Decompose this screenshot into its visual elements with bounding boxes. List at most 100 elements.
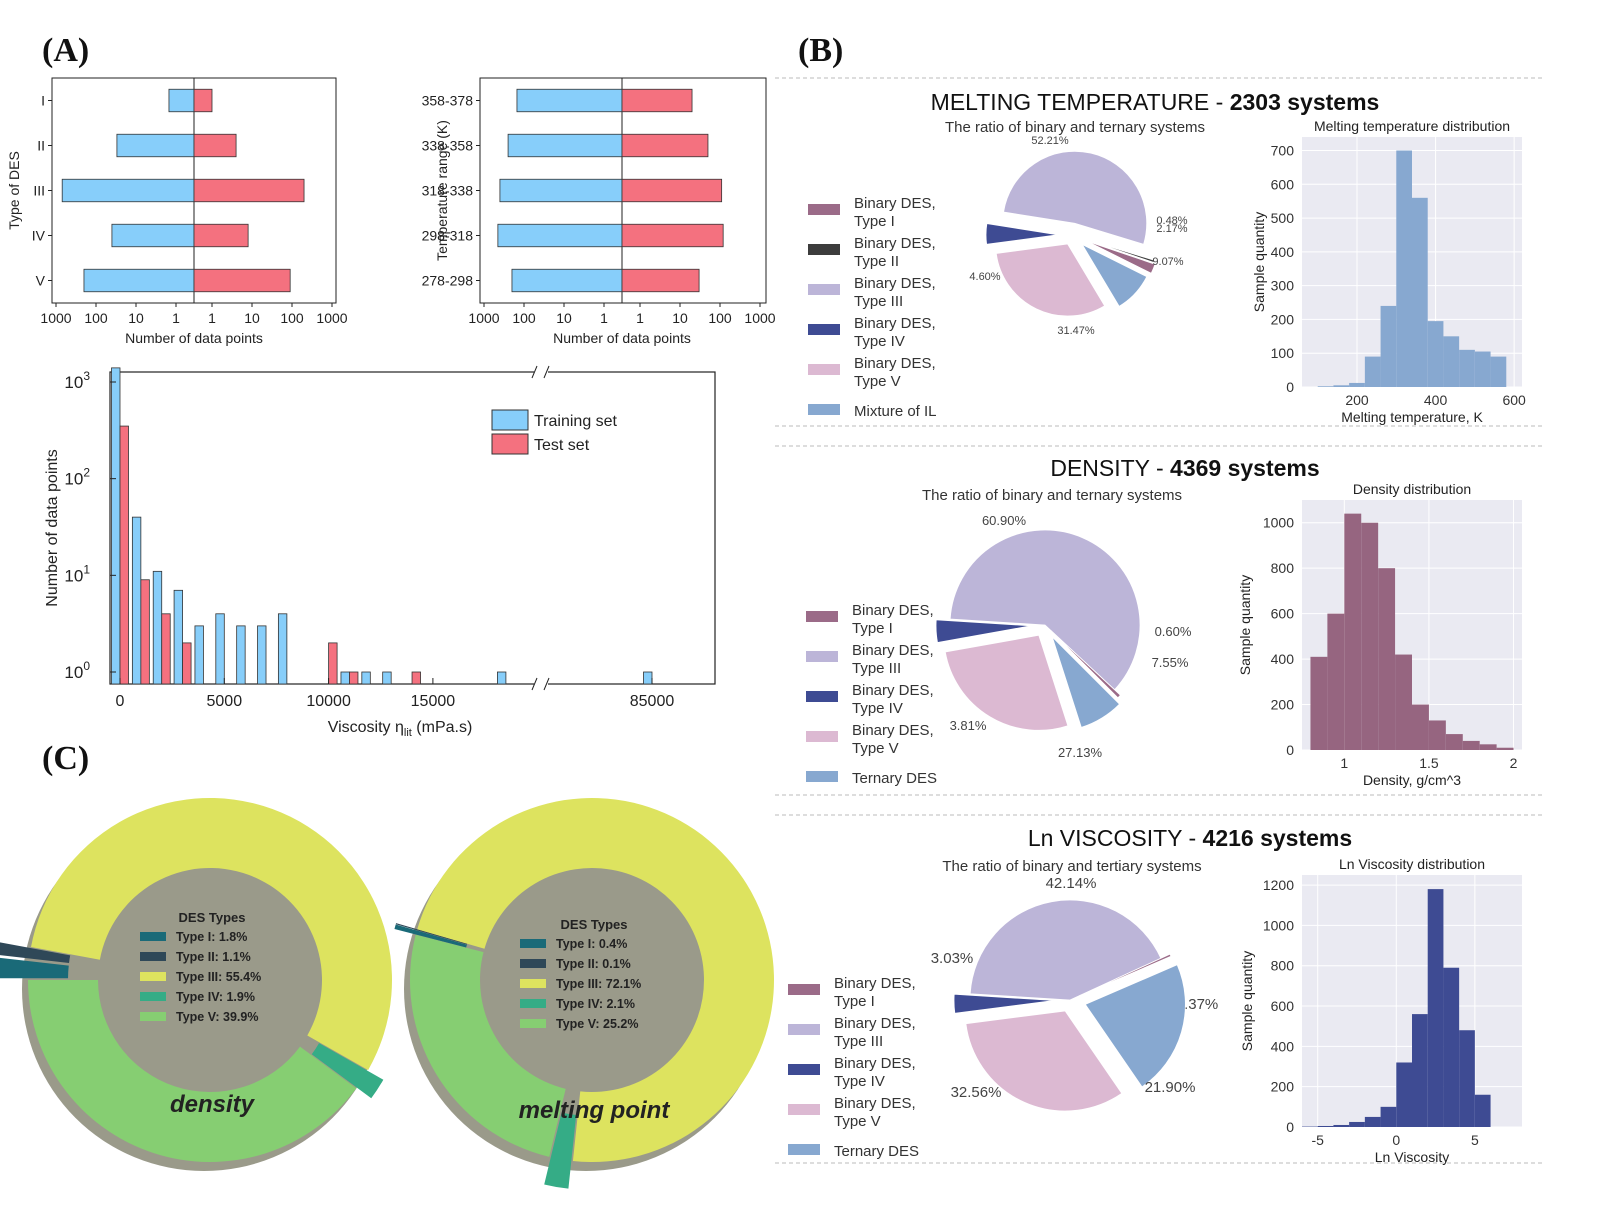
legend-label: Type IV: 1.9%: [176, 990, 255, 1004]
legend-label: Mixture of IL: [854, 403, 937, 420]
pie-subtitle: The ratio of binary and tertiary systems: [942, 858, 1201, 875]
hist-bar: [1349, 1121, 1365, 1127]
hist-bar: [1445, 734, 1463, 750]
legend-label: Binary DES,: [852, 682, 934, 699]
pie-value-label: 3.03%: [931, 950, 974, 967]
y-tick-label: 1200: [1263, 877, 1294, 893]
donut-slice: [311, 1043, 384, 1099]
y-tick-label: 600: [1271, 998, 1295, 1014]
hist-bar: [1443, 967, 1460, 1127]
legend-swatch: [140, 972, 166, 981]
legend-swatch: [520, 979, 546, 988]
pie-slice: [1051, 636, 1121, 728]
x-tick-label: 1000: [468, 310, 499, 326]
x-axis-title: Number of data points: [553, 330, 691, 346]
train-bar: [236, 625, 246, 685]
x-tick-label: 1000: [744, 310, 775, 326]
donut-slice: [0, 957, 69, 979]
donut-legend-title: DES Types: [179, 910, 246, 925]
legend-swatch: [806, 731, 838, 742]
donut-caption: melting point: [519, 1097, 671, 1124]
density_hist-chart: 0 200 400 600 800 1000 1 1.5 2 Density distributi…: [1237, 481, 1522, 788]
y-tick-label: I: [41, 93, 45, 109]
test-bar: [119, 425, 129, 685]
x-tick-label: 10000: [306, 693, 351, 710]
hist-bar: [1427, 889, 1444, 1127]
pie-slice: [953, 993, 1055, 1014]
y-tick-label: V: [36, 273, 46, 289]
x-tick-label: 1: [208, 310, 216, 326]
donut-slice: [544, 1112, 577, 1189]
pie-value-label: 52.21%: [1031, 135, 1069, 147]
test-bar: [193, 223, 249, 248]
pie-value-label: 27.13%: [1058, 745, 1103, 760]
donut-slice: [395, 923, 468, 945]
pie-slice: [1003, 150, 1148, 245]
x-tick-label: 1: [636, 310, 644, 326]
legend-label: Ternary DES: [834, 1143, 919, 1160]
hist-bar: [1333, 1124, 1350, 1127]
y-tick-label: 358-378: [422, 93, 474, 109]
legend-swatch: [788, 1064, 820, 1075]
panel-a-label: (A): [42, 32, 90, 69]
hist-bar: [1490, 356, 1507, 387]
y-tick-label: 103: [64, 369, 90, 392]
train-bar: [111, 367, 121, 685]
test-bar: [193, 133, 237, 158]
melting_donut-chart: DES Types Type I: 0.4% Type II: 0.1% Type I…: [394, 798, 774, 1189]
hist-title: Melting temperature distribution: [1314, 118, 1510, 134]
y-axis-title: Number of data points: [44, 449, 61, 606]
hist-bar: [1474, 1094, 1491, 1127]
donut-slice: [28, 980, 357, 1163]
test-bar: [621, 133, 709, 158]
train-bar: [61, 178, 195, 203]
test-bar: [193, 268, 291, 293]
legend-label: Type I: [834, 993, 875, 1010]
density_donut-chart: DES Types Type I: 1.8% Type II: 1.1% Type I…: [0, 797, 393, 1171]
train-bar: [131, 516, 142, 685]
train-bar: [111, 223, 195, 248]
pie-value-label: 0.48%: [1156, 215, 1187, 227]
pie-value-label: 2.17%: [1156, 223, 1187, 235]
y-tick-label: 200: [1271, 311, 1295, 327]
pie-value-label: 7.55%: [1152, 655, 1189, 670]
legend-swatch: [806, 611, 838, 622]
train-bar: [215, 613, 225, 685]
train-bar: [361, 671, 371, 685]
x-tick-label: 200: [1345, 392, 1369, 408]
x-tick-label: 100: [512, 310, 536, 326]
axis-break-gap: [534, 366, 548, 378]
test-bar: [621, 268, 700, 293]
train-bar: [83, 268, 195, 293]
x-tick-label: 85000: [630, 693, 675, 710]
legend-label: Binary DES,: [834, 1095, 916, 1112]
legend-label: Binary DES,: [852, 642, 934, 659]
legend-swatch: [788, 1144, 820, 1155]
legend-swatch: [808, 364, 840, 375]
train-bar: [516, 88, 623, 113]
hist-bar: [1380, 1106, 1397, 1127]
y-tick-label: 400: [1271, 244, 1295, 260]
x-tick-label: 5: [1471, 1132, 1479, 1148]
pie-subtitle: The ratio of binary and ternary systems: [945, 119, 1205, 136]
panel-b-label: (B): [798, 32, 844, 69]
y-tick-label: 0: [1286, 742, 1294, 758]
hist-title: Density distribution: [1353, 481, 1471, 497]
train-bar: [499, 178, 623, 203]
hist-bar: [1474, 351, 1491, 387]
pie-slice: [969, 899, 1162, 1001]
legend-label: Type I: 0.4%: [556, 937, 627, 951]
legend-label: Binary DES,: [834, 1055, 916, 1072]
train-bar: [507, 133, 623, 158]
x-tick-label: 1.5: [1419, 755, 1439, 771]
pie-slice: [1085, 238, 1155, 263]
hist-bar: [1327, 613, 1345, 750]
train-bar: [194, 625, 204, 685]
legend-swatch: [788, 984, 820, 995]
pie-slice: [949, 529, 1141, 691]
legend-label: Training set: [534, 413, 618, 430]
legend-swatch-test: [491, 433, 529, 455]
x-tick-label: 15000: [411, 693, 456, 710]
x-tick-label: 10: [556, 310, 572, 326]
